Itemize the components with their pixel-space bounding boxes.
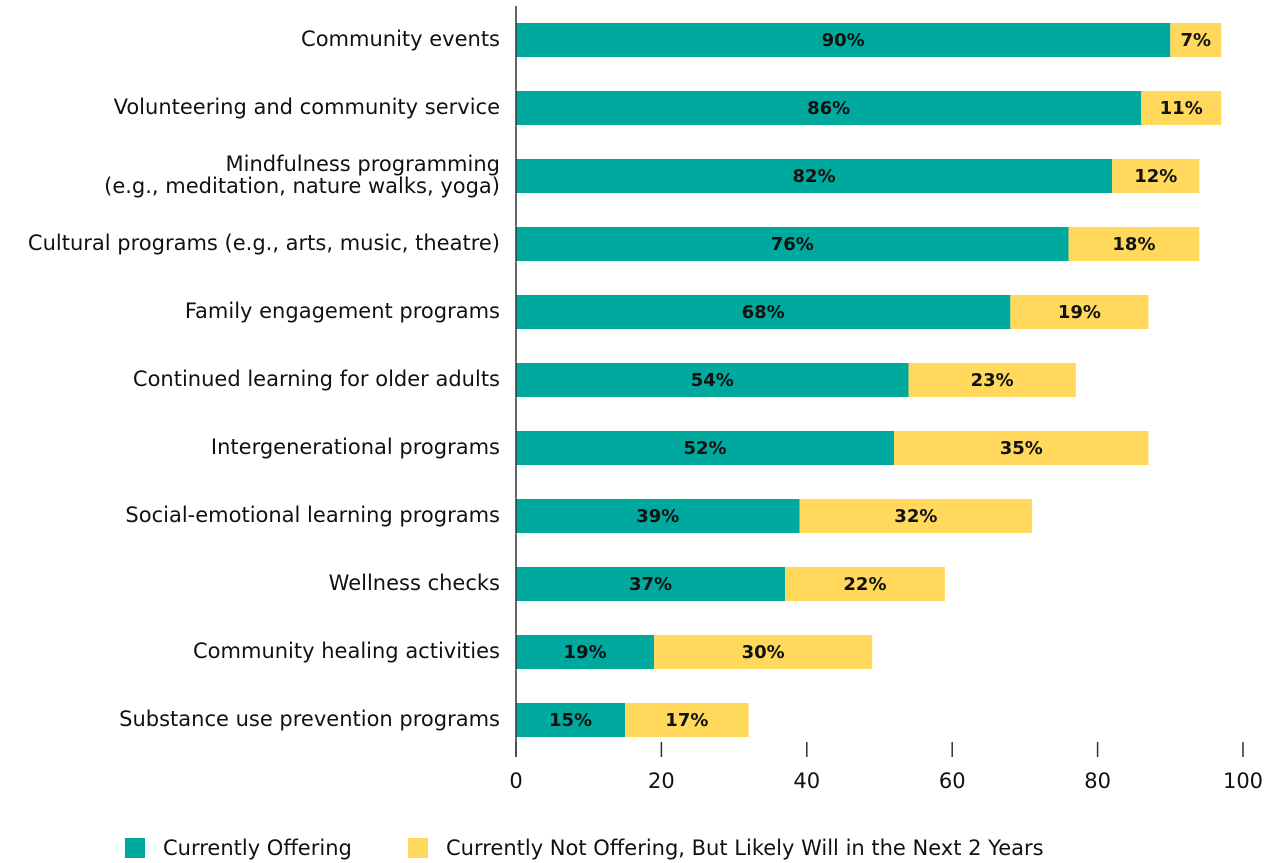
value-label: 76%	[771, 234, 814, 255]
category-label: Wellness checks	[329, 571, 500, 595]
bar-segment	[654, 635, 873, 669]
bar-segment	[799, 499, 1033, 533]
value-label: 86%	[807, 98, 850, 119]
x-tick-label: 40	[793, 769, 820, 793]
x-tick-label: 100	[1223, 769, 1263, 793]
value-label: 32%	[894, 506, 937, 527]
bar-segment	[516, 227, 1069, 261]
category-label: Intergenerational programs	[211, 435, 500, 459]
value-label: 23%	[971, 370, 1014, 391]
category-label: Social-emotional learning programs	[125, 503, 500, 527]
value-label: 68%	[742, 302, 785, 323]
category-label: Community events	[301, 27, 500, 51]
bar-segment	[908, 363, 1076, 397]
value-label: 54%	[691, 370, 734, 391]
bar-segment	[516, 499, 800, 533]
bar-segment	[516, 703, 626, 737]
category-label: Volunteering and community service	[114, 95, 500, 119]
value-label: 15%	[549, 710, 592, 731]
bar-segment	[1112, 159, 1200, 193]
category-label: Continued learning for older adults	[133, 367, 500, 391]
bar-segment	[784, 567, 945, 601]
legend-swatch	[408, 838, 428, 858]
bar-segment	[516, 295, 1011, 329]
legend-label: Currently Offering	[163, 836, 352, 860]
value-label: 22%	[843, 574, 886, 595]
value-label: 39%	[636, 506, 679, 527]
category-label: Substance use prevention programs	[119, 707, 500, 731]
value-label: 11%	[1160, 98, 1203, 119]
value-label: 19%	[564, 642, 607, 663]
bar-segment	[516, 23, 1171, 57]
value-label: 19%	[1058, 302, 1101, 323]
bar-segment	[1170, 23, 1222, 57]
value-label: 30%	[742, 642, 785, 663]
category-label: Family engagement programs	[185, 299, 500, 323]
bar-segment	[625, 703, 749, 737]
bar-segment	[1141, 91, 1222, 125]
bar-segment	[516, 567, 785, 601]
value-label: 90%	[822, 30, 865, 51]
bar-segment	[516, 431, 895, 465]
bar-segment	[1068, 227, 1200, 261]
category-label: Cultural programs (e.g., arts, music, th…	[28, 231, 500, 255]
x-tick-label: 20	[648, 769, 675, 793]
value-label: 52%	[683, 438, 726, 459]
category-label: Mindfulness programming (e.g., meditation…	[104, 152, 500, 198]
x-tick-label: 60	[939, 769, 966, 793]
category-label: Community healing activities	[193, 639, 500, 663]
bar-segment	[1010, 295, 1149, 329]
value-label: 37%	[629, 574, 672, 595]
value-label: 18%	[1112, 234, 1155, 255]
value-label: 17%	[665, 710, 708, 731]
value-label: 35%	[1000, 438, 1043, 459]
legend-swatch	[125, 838, 145, 858]
x-tick-label: 80	[1084, 769, 1111, 793]
value-label: 82%	[793, 166, 836, 187]
bar-segment	[894, 431, 1149, 465]
bar-segment	[516, 159, 1113, 193]
x-tick-label: 0	[509, 769, 522, 793]
legend-label: Currently Not Offering, But Likely Will …	[446, 836, 1044, 860]
value-label: 7%	[1180, 30, 1211, 51]
value-label: 12%	[1134, 166, 1177, 187]
bar-segment	[516, 363, 909, 397]
bar-segment	[516, 635, 655, 669]
bar-segment	[516, 91, 1142, 125]
